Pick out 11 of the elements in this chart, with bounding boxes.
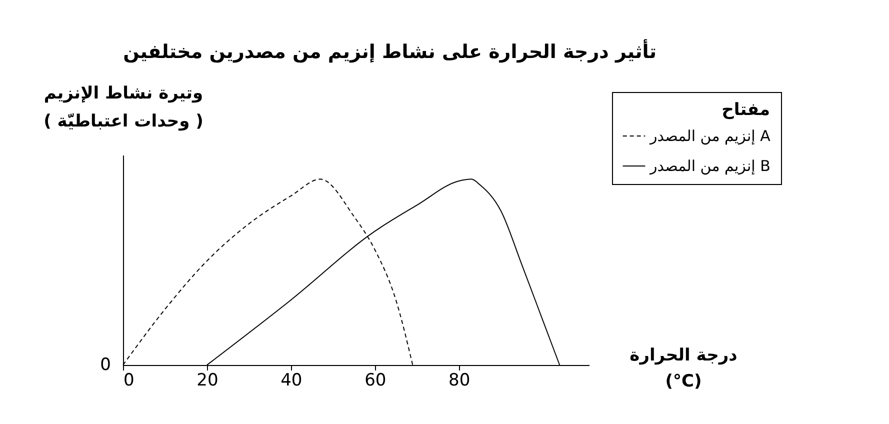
y-axis-title: وتيرة نشاط الإنزيم ( وحدات اعتباطيّة ) — [44, 84, 204, 132]
text: 0 — [100, 355, 111, 375]
legend-label: إنزيم من المصدر B — [649, 157, 770, 175]
x-tick-label: 80 — [448, 370, 470, 390]
legend-title: مفتاح — [722, 100, 770, 120]
x-tick-label: 0 — [124, 370, 134, 390]
x-tick-label: 60 — [364, 370, 386, 390]
chart-title: تأثير درجة الحرارة على نشاط إنزيم من مصدرين مختلفين — [123, 39, 657, 63]
x-tick-label: 20 — [196, 370, 218, 390]
x-tick-label: 40 — [280, 370, 302, 390]
legend-label: إنزيم من المصدر A — [649, 127, 772, 145]
